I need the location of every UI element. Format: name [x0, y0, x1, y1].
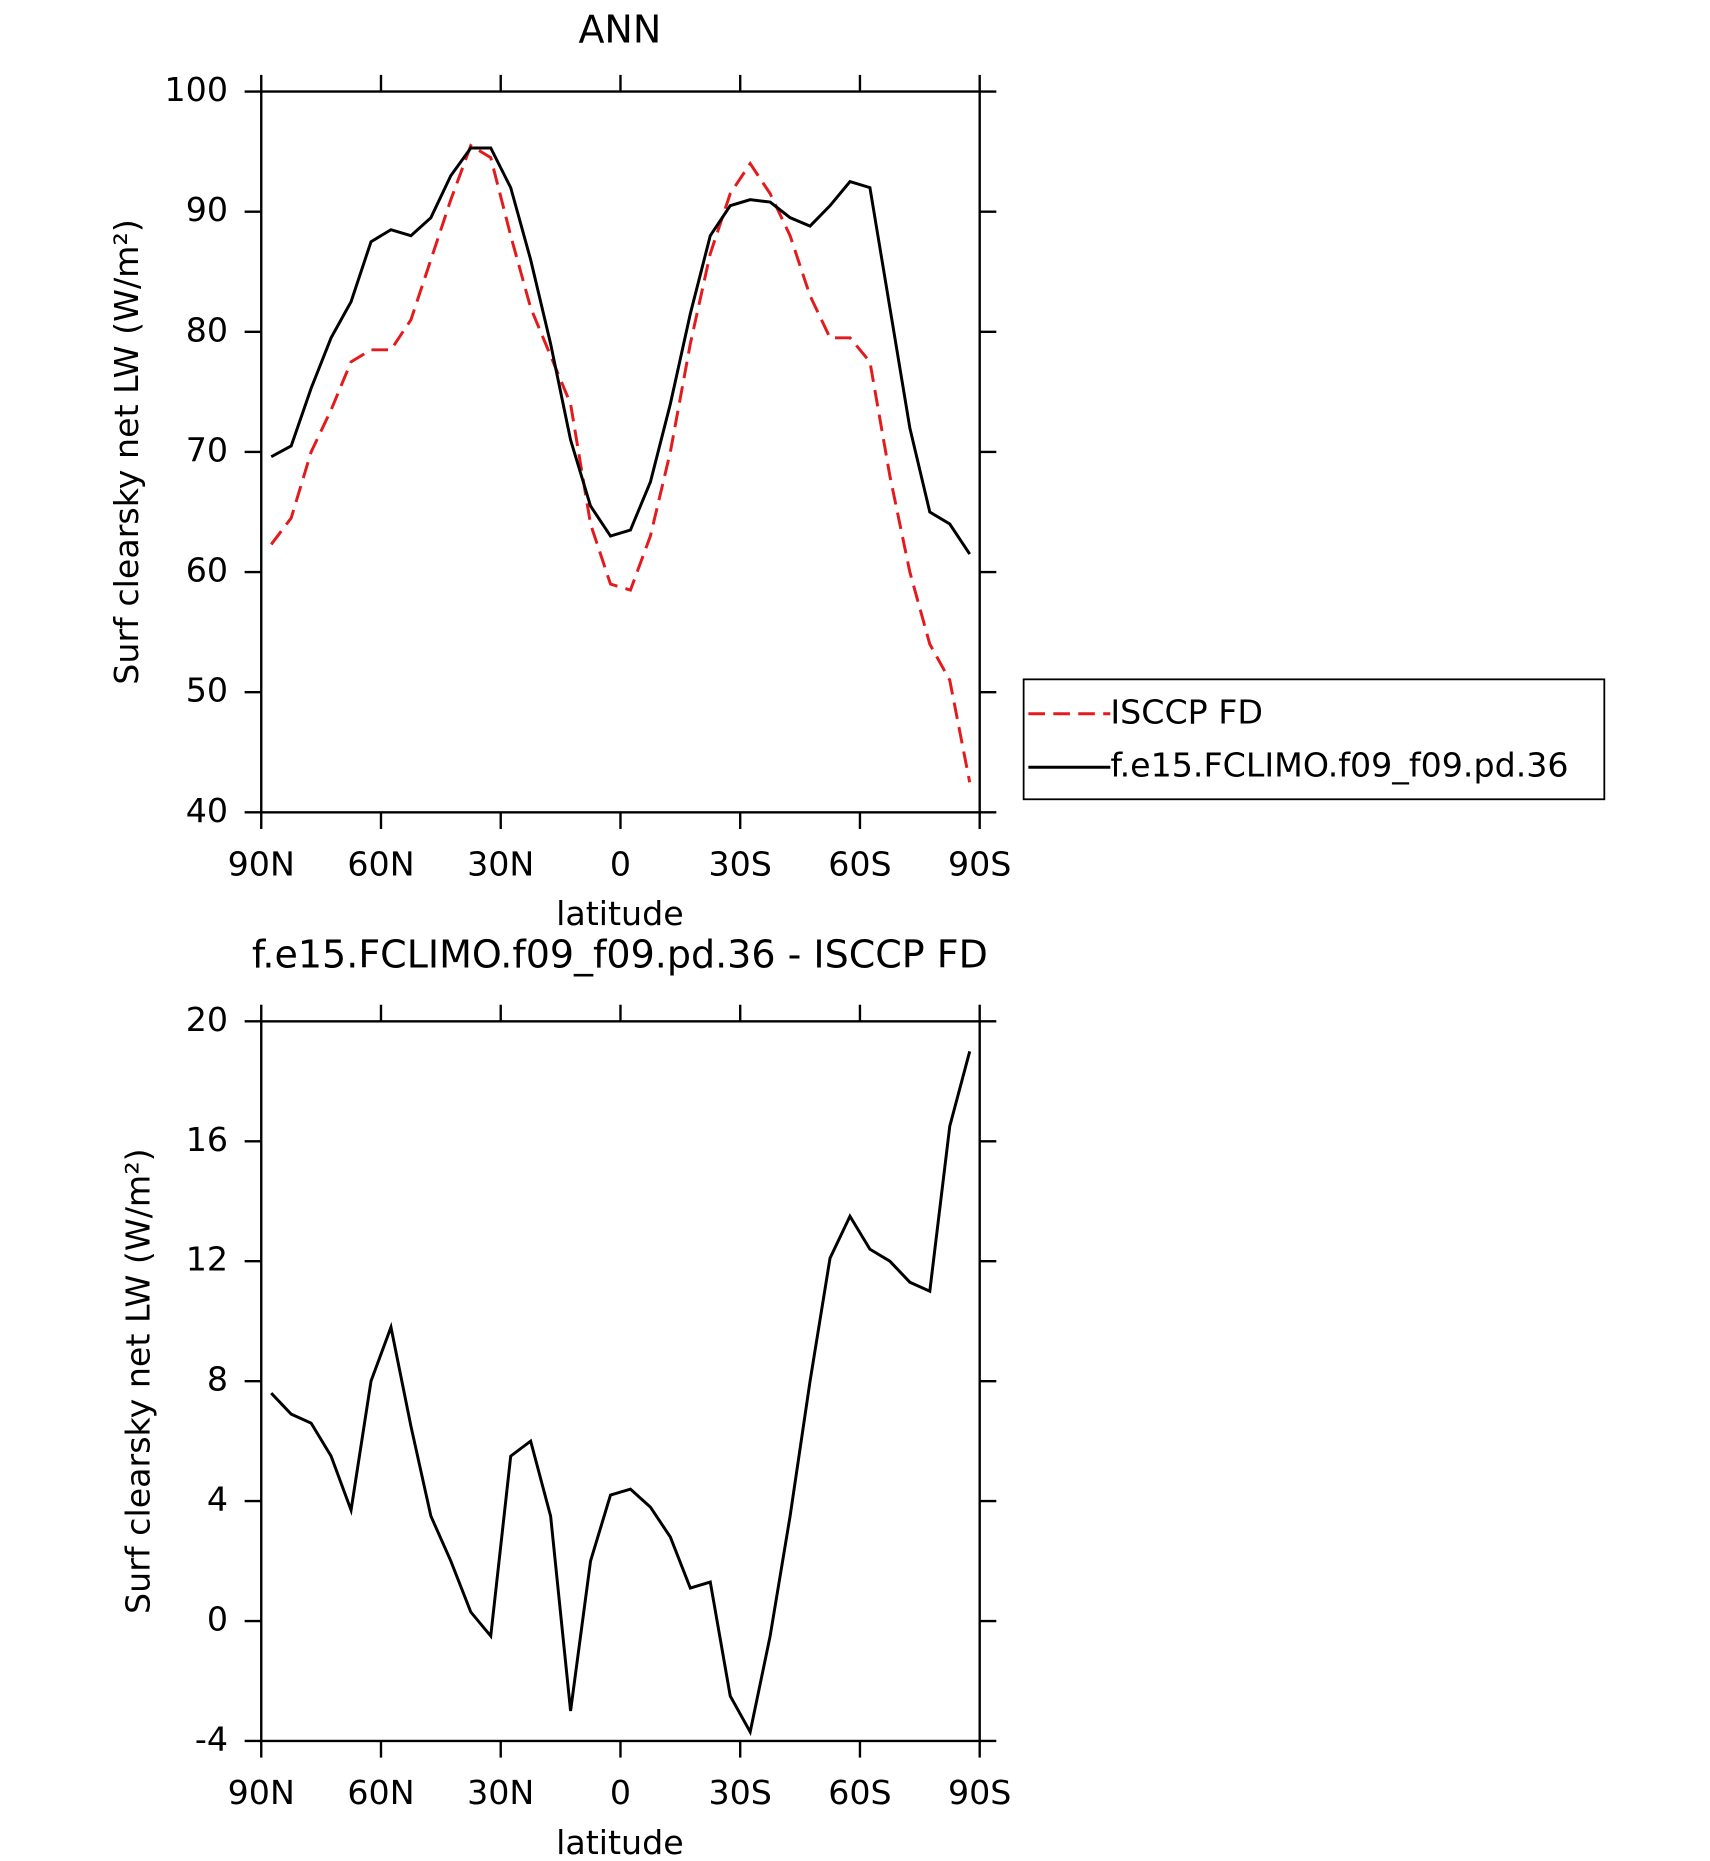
- x-tick-label: 90S: [948, 1773, 1011, 1812]
- data-line: [270, 1050, 972, 1737]
- y-tick-label: 40: [186, 791, 228, 830]
- x-tick-label: 60N: [347, 1773, 414, 1812]
- y-tick-label: 8: [207, 1360, 228, 1399]
- y-tick-label: -4: [195, 1719, 228, 1758]
- y-tick-label: 90: [186, 190, 228, 229]
- legend-box: [1022, 678, 1606, 801]
- x-tick-label: 30N: [467, 1773, 534, 1812]
- y-tick-label: 16: [186, 1120, 228, 1159]
- y-tick-label: 20: [186, 1000, 228, 1039]
- x-tick-label: 30N: [467, 844, 534, 883]
- data-line: [270, 143, 972, 783]
- x-tick-label: 90N: [228, 1773, 295, 1812]
- y-axis-label: Surf clearsky net LW (W/m²): [119, 1148, 158, 1614]
- chart-title: f.e15.FCLIMO.f09_f09.pd.36 - ISCCP FD: [252, 933, 988, 977]
- x-tick-label: 30S: [708, 1773, 771, 1812]
- x-tick-label: 60S: [828, 1773, 891, 1812]
- x-tick-label: 0: [610, 844, 631, 883]
- x-axis-label: latitude: [556, 894, 684, 933]
- legend-label: f.e15.FCLIMO.f09_f09.pd.36: [1110, 746, 1568, 785]
- data-line: [270, 146, 971, 555]
- x-tick-label: 60S: [828, 844, 891, 883]
- x-tick-label: 90S: [948, 844, 1011, 883]
- y-tick-label: 50: [186, 671, 228, 710]
- x-tick-label: 30S: [708, 844, 771, 883]
- x-axis-label: latitude: [556, 1823, 684, 1861]
- y-tick-label: 12: [186, 1240, 228, 1279]
- plot-frame: [260, 1020, 981, 1743]
- y-tick-label: 100: [165, 70, 228, 109]
- y-tick-label: 60: [186, 551, 228, 590]
- y-tick-label: 70: [186, 430, 228, 469]
- y-tick-label: 80: [186, 310, 228, 349]
- x-tick-label: 0: [610, 1773, 631, 1812]
- y-tick-label: 4: [207, 1480, 228, 1519]
- y-tick-label: 0: [207, 1600, 228, 1639]
- x-tick-label: 60N: [347, 844, 414, 883]
- y-axis-label: Surf clearsky net LW (W/m²): [107, 219, 146, 685]
- x-tick-label: 90N: [228, 844, 295, 883]
- legend-label: ISCCP FD: [1110, 692, 1263, 731]
- chart-title: ANN: [578, 8, 661, 52]
